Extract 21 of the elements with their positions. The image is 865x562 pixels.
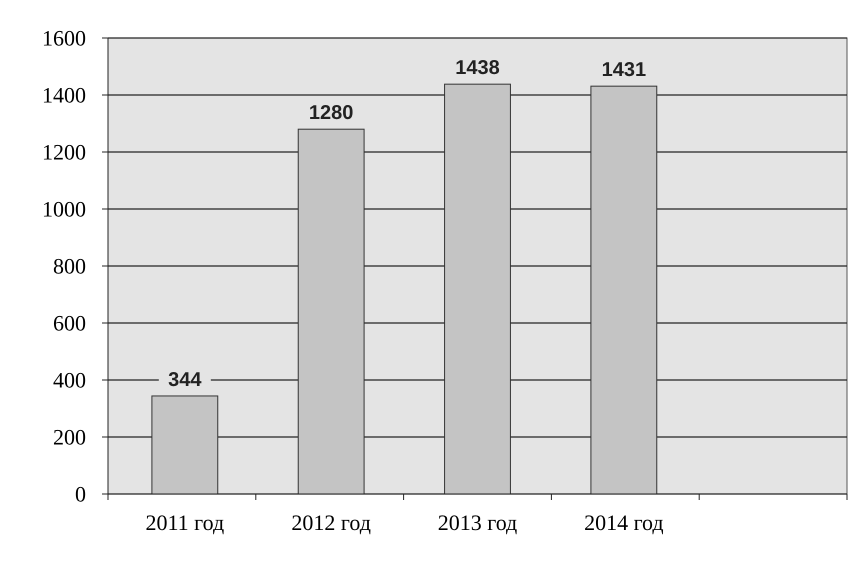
y-tick-label: 1000 xyxy=(42,196,86,222)
bar xyxy=(444,84,511,494)
x-tick-label: 2014 год xyxy=(584,510,664,535)
y-tick-label: 1400 xyxy=(42,82,86,108)
bar xyxy=(590,86,658,494)
x-tick-label: 2011 год xyxy=(145,510,224,535)
y-tick-label: 600 xyxy=(53,310,86,336)
y-tick-label: 400 xyxy=(53,368,86,393)
y-tick-label: 1600 xyxy=(42,26,86,51)
data-label: 1280 xyxy=(308,102,354,124)
data-label: 1438 xyxy=(455,57,500,80)
bar xyxy=(151,395,218,494)
bar xyxy=(298,128,365,494)
data-label: 1431 xyxy=(602,59,646,82)
y-tick-label: 1200 xyxy=(42,140,86,165)
data-label: 344 xyxy=(168,368,202,391)
x-tick-label: 2013 год xyxy=(438,510,518,535)
x-tick-label: 2012 год xyxy=(291,510,371,535)
y-tick-label: 200 xyxy=(53,424,86,450)
y-tick-label: 800 xyxy=(53,254,86,279)
y-tick-label: 0 xyxy=(75,482,86,507)
